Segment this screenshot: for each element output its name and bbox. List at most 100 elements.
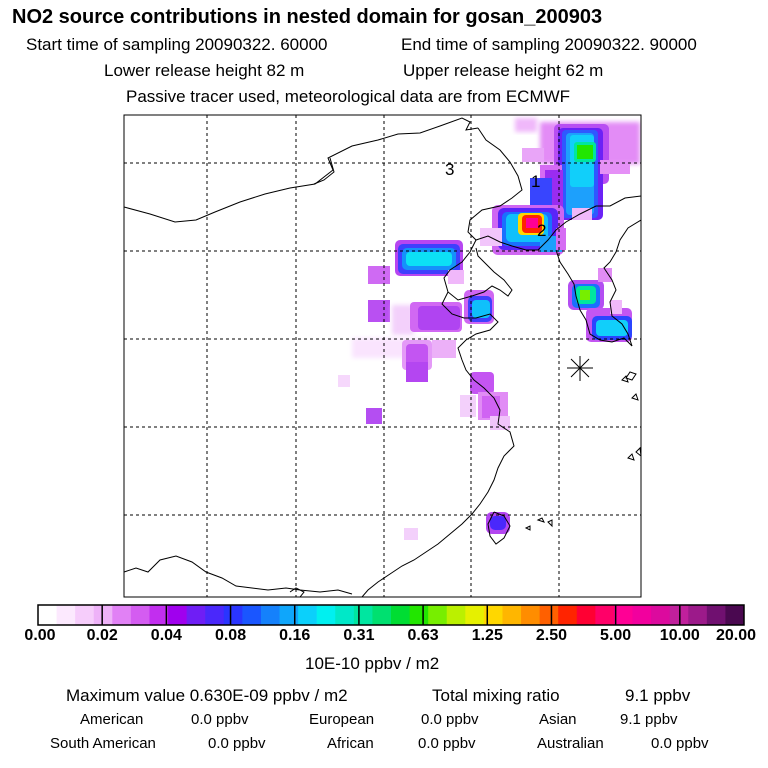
region-australian-name: Australian [537,735,604,752]
colorbar-cell [428,605,448,625]
colorbar-cell [483,605,503,625]
colorbar-cell [539,605,559,625]
colorbar-tick-label: 0.63 [407,627,439,644]
colorbar-cell [613,605,634,625]
colorbar-cell [260,605,281,625]
region-australian-value: 0.0 ppbv [651,735,709,752]
colorbar-tick-label: 1.25 [471,627,503,644]
colorbar-cell [279,605,299,625]
colorbar-cell [168,605,188,625]
region-asian-value: 9.1 ppbv [620,711,678,728]
colorbar-cell [93,605,113,625]
chart-title: NO2 source contributions in nested domai… [12,6,603,28]
plume-south-korea [568,268,632,342]
region-south-american-value: 0.0 ppbv [208,735,266,752]
plume-korea-north [515,118,640,220]
tracer-info-label: Passive tracer used, meteorological data… [126,87,571,106]
map-label-3: 3 [445,160,454,179]
colorbar-cell [688,605,708,625]
coast-korea-west [555,249,633,347]
map-label-2: 2 [537,221,546,240]
colorbar-units-label: 10E-10 ppbv / m2 [305,654,440,673]
maximum-value-label: Maximum value 0.630E-09 ppbv / m2 [66,686,348,705]
region-european-name: European [309,711,375,728]
upper-release-height-label: Upper release height 62 m [403,61,604,80]
colorbar-cell [651,605,671,625]
total-mixing-ratio-label: Total mixing ratio [432,686,560,705]
region-american-name: American [80,711,144,728]
colorbar-frame [37,604,745,626]
colorbar-cell [149,605,169,625]
colorbar-cell [335,605,355,625]
colorbar-cell [353,605,373,625]
coast-bohai [443,239,513,301]
colorbar-cell [558,605,578,625]
map-label-1: 1 [531,172,540,191]
colorbar-tick-label: 5.00 [600,627,632,644]
colorbar-cell [632,605,652,625]
colorbar-cell [112,605,132,625]
islands-south [524,517,553,531]
coast-shandong [361,291,515,597]
colorbar-tick-label: 20.00 [715,627,757,644]
region-south-american-name: South American [50,735,156,752]
colorbar-cell [75,605,95,625]
colorbar-cell [409,605,429,625]
grid-lines [124,115,641,597]
colorbar-tick-marks [101,605,681,625]
region-african-value: 0.0 ppbv [418,735,476,752]
border-inner [313,157,335,185]
region-european-value: 0.0 ppbv [421,711,479,728]
colorbar-cell [576,605,596,625]
colorbar-cell [205,605,225,625]
colorbar-cell [465,605,485,625]
colorbar-cell [372,605,392,625]
start-time-label: Start time of sampling 20090322. 60000 [26,35,328,54]
colorbar-tick-label: 0.04 [150,627,182,644]
colorbar-cell [521,605,541,625]
region-american-value: 0.0 ppbv [191,711,249,728]
colorbar-cell [130,605,150,625]
border-manchuria [467,127,641,251]
colorbar-cell [502,605,522,625]
colorbar-cell [38,605,58,625]
japan-islands [621,375,641,461]
total-mixing-ratio-value: 9.1 ppbv [625,686,691,705]
colorbar-tick-label: 0.16 [279,627,311,644]
border-korea-east [603,219,641,347]
colorbar-cell [56,605,76,625]
colorbar-cell [391,605,411,625]
colorbar-cell [446,605,466,625]
end-time-label: End time of sampling 20090322. 90000 [401,35,697,54]
border-southwest [124,555,353,595]
colorbar-cell [242,605,262,625]
colorbar-cell [316,605,336,625]
coast-taiwan [487,511,511,545]
colorbar-tick-label: 0.00 [24,627,56,644]
colorbar-cell [186,605,206,625]
colorbar-tick-label: 0.31 [343,627,375,644]
lower-release-height-label: Lower release height 82 m [104,61,305,80]
map-frame [123,114,642,598]
coastline-layer [124,117,641,597]
coast-hainan [289,587,305,597]
colorbar-tick-label: 10.00 [659,627,700,644]
colorbar-tick-label: 0.08 [214,627,247,644]
region-african-name: African [327,735,374,752]
colorbar-tick-label: 0.02 [86,627,118,644]
region-asian-name: Asian [539,711,577,728]
colorbar-cell [298,605,318,625]
colorbar-cell [725,605,745,625]
colorbar-cell [223,605,243,625]
border-mongolia [124,117,479,223]
colorbar-tick-label: 2.50 [535,627,568,644]
colorbar-cells [38,605,745,625]
receptor-asterisk-icon [567,356,593,381]
plume-north-china-plain [338,240,464,424]
plume-layer [338,118,640,540]
plume-taiwan [404,512,510,540]
colorbar-cell [595,605,615,625]
colorbar-cell [706,605,726,625]
